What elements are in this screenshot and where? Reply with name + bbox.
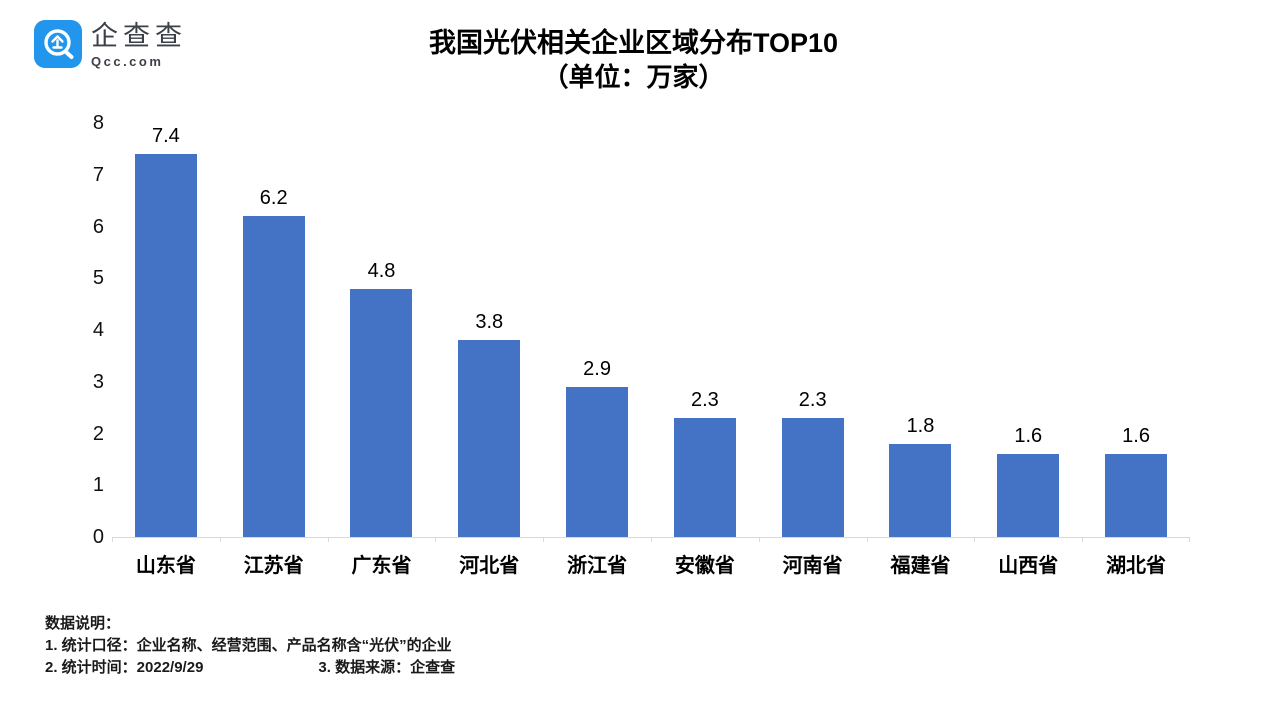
- bar: [350, 288, 413, 537]
- bar: [889, 443, 952, 537]
- x-axis-label: 广东省: [351, 555, 412, 577]
- bar: [566, 386, 629, 537]
- x-axis-tick-mark: [1082, 538, 1083, 542]
- bar-value-label: 1.6: [1122, 425, 1150, 448]
- x-axis-tick-mark: [543, 538, 544, 542]
- logo-domain-text: Qcc.com: [91, 54, 164, 69]
- bar-group: 2.9: [543, 123, 651, 537]
- note-stat-time: 2. 统计时间：2022/9/29: [45, 659, 204, 676]
- chart-title-line1: 我国光伏相关企业区域分布TOP10: [428, 28, 839, 58]
- y-axis-tick-label: 1: [92, 474, 104, 497]
- data-notes: 数据说明： 1. 统计口径：企业名称、经营范围、产品名称含“光伏”的企业 2. …: [45, 613, 455, 679]
- bar: [458, 340, 521, 537]
- notes-heading: 数据说明：: [45, 615, 121, 632]
- x-axis-tick-mark: [435, 538, 436, 542]
- plot-area: 7.4 6.2 4.8 3.8 2.9 2.3 2.3 1.8 1.6 1.6: [112, 123, 1190, 542]
- qcc-logo: 企查查 Qcc.com: [34, 20, 187, 70]
- bar-value-label: 1.6: [1014, 425, 1043, 448]
- x-axis-label: 山东省: [135, 555, 196, 577]
- x-axis-tick-mark: [220, 538, 221, 542]
- y-axis-tick-label: 6: [92, 215, 104, 238]
- y-axis-tick-label: 8: [92, 112, 104, 134]
- x-axis-label: 江苏省: [243, 555, 304, 577]
- bar-group: 1.6: [1082, 123, 1190, 537]
- x-axis-label: 福建省: [890, 555, 951, 577]
- y-axis-tick-label: 5: [92, 267, 104, 290]
- bar-series: 7.4 6.2 4.8 3.8 2.9 2.3 2.3 1.8 1.6 1.6: [112, 123, 1190, 537]
- bar: [781, 417, 844, 537]
- bar-group: 7.4: [112, 123, 220, 537]
- y-axis-tick-label: 4: [92, 319, 104, 341]
- bar-value-label: 7.4: [151, 125, 180, 148]
- x-axis-tick-mark: [1189, 538, 1190, 542]
- x-axis-tick-mark: [112, 538, 113, 542]
- bar: [673, 417, 736, 537]
- bar-group: 3.8: [435, 123, 543, 537]
- x-axis-label: 河南省: [782, 555, 843, 577]
- y-axis-tick-label: 2: [92, 422, 104, 445]
- bar-group: 2.3: [759, 123, 867, 537]
- bar-value-label: 2.9: [583, 357, 611, 380]
- note-data-source: 3. 数据来源：企查查: [318, 659, 456, 676]
- y-axis-tick-label: 7: [92, 163, 104, 186]
- x-axis-tick-mark: [867, 538, 868, 542]
- chart-title: 我国光伏相关企业区域分布TOP10 （单位：万家）: [0, 26, 1267, 94]
- x-axis-label: 安徽省: [674, 555, 735, 577]
- x-axis-label: 湖北省: [1106, 555, 1167, 577]
- bar-value-label: 2.3: [690, 388, 719, 411]
- note-line-1: 1. 统计口径：企业名称、经营范围、产品名称含“光伏”的企业: [45, 637, 452, 654]
- bar-group: 4.8: [328, 123, 436, 537]
- y-axis-tick-label: 0: [92, 526, 104, 548]
- x-axis-label: 浙江省: [567, 555, 628, 577]
- x-axis-tick-mark: [759, 538, 760, 542]
- y-axis: 0 1 2 3 4 5 6 7 8: [58, 113, 104, 547]
- y-axis-tick-label: 3: [92, 370, 104, 393]
- bar: [134, 154, 197, 537]
- x-axis-tick-mark: [651, 538, 652, 542]
- qcc-logo-icon: [34, 20, 82, 68]
- bar: [997, 454, 1060, 537]
- bar-group: 6.2: [220, 123, 328, 537]
- note-line-2: 2. 统计时间：2022/9/29 3. 数据来源：企查查: [45, 657, 455, 679]
- bar-value-label: 6.2: [259, 187, 288, 210]
- bar-group: 1.8: [867, 123, 975, 537]
- x-axis-tick-mark: [974, 538, 975, 542]
- bar-value-label: 2.3: [798, 388, 827, 411]
- bar-group: 1.6: [974, 123, 1082, 537]
- bar-value-label: 3.8: [475, 311, 504, 334]
- x-axis: 山东省 江苏省 广东省 河北省 浙江省 安徽省 河南省 福建省 山西省 湖北省: [112, 549, 1190, 578]
- bar-value-label: 4.8: [367, 259, 396, 282]
- bar: [242, 216, 305, 537]
- bar-value-label: 1.8: [906, 414, 935, 437]
- bar: [1105, 454, 1168, 537]
- x-axis-tick-mark: [328, 538, 329, 542]
- bar-group: 2.3: [651, 123, 759, 537]
- logo-brand-text: 企查查: [91, 21, 187, 51]
- chart-title-line2: （单位：万家）: [542, 62, 725, 92]
- x-axis-label: 河北省: [459, 555, 520, 577]
- x-axis-label: 山西省: [998, 555, 1059, 577]
